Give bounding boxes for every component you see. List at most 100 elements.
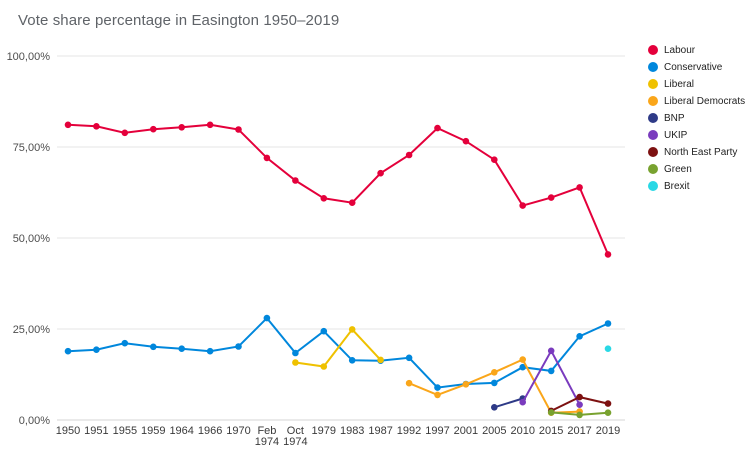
x-axis-label: 1964 [169,425,193,437]
data-point [576,411,583,419]
legend-label: Labour [664,44,696,56]
legend-swatch [648,113,658,123]
data-point [292,359,299,366]
data-point [462,381,470,388]
x-axis-label: 1970 [226,425,250,437]
data-point [178,345,185,353]
series-line [295,327,382,368]
legend-label: BNP [664,112,685,124]
legend-item-labour: Labour [648,44,745,56]
data-point [206,347,214,355]
series-line [67,123,609,255]
chart-title: Vote share percentage in Easington 1950–… [18,12,340,29]
data-point [576,184,583,191]
data-point [491,369,498,376]
data-point [491,379,498,387]
x-axis-label: 2010 [510,425,534,437]
data-point [434,384,441,391]
x-axis-label: 2001 [454,425,478,437]
data-point [292,177,299,184]
legend-item-liberal-democrats: Liberal Democrats [648,95,745,107]
data-point [604,409,612,417]
y-axis-label: 100,00% [7,51,51,63]
x-axis-label: Oct 1974 [283,425,307,448]
series-line [67,316,609,389]
data-point [235,343,242,350]
data-point [93,346,100,354]
data-point [320,363,328,370]
x-axis-label: 1979 [312,425,336,437]
data-point [64,347,72,355]
legend-swatch [648,96,658,106]
data-point [604,400,612,407]
x-axis-label: 2005 [482,425,506,437]
legend-item-ukip: UKIP [648,129,745,141]
data-point [604,320,612,327]
data-point [64,121,72,129]
x-axis-label: 1950 [56,425,80,437]
data-point [377,169,384,177]
series-liberal [292,326,384,370]
x-axis-label: 1992 [397,425,421,437]
x-axis-label: 1983 [340,425,364,437]
data-point [320,195,328,202]
data-point [604,251,612,258]
y-axis-label: 0,00% [19,415,50,427]
data-point [150,125,157,133]
legend-label: Green [664,163,692,175]
x-axis-label: Feb 1974 [255,425,279,448]
data-point [547,194,555,201]
data-point [348,326,356,333]
data-point [235,126,242,133]
data-point [121,339,129,347]
y-axis-label: 50,00% [13,233,51,245]
legend-swatch [648,164,658,174]
series-labour [64,121,612,258]
data-point [405,379,413,387]
legend-item-green: Green [648,163,745,175]
legend-item-bnp: BNP [648,112,745,124]
series-ukip [519,347,583,409]
data-point [491,156,498,163]
data-point [547,409,555,416]
x-axis-label: 1987 [368,425,392,437]
data-point [377,356,384,364]
legend-label: Brexit [664,180,690,192]
data-point [405,354,413,362]
data-point [206,121,214,129]
data-point [121,129,129,137]
legend-label: Liberal [664,78,695,90]
data-point [462,137,470,145]
data-point [519,398,526,406]
legend-swatch [648,45,658,55]
x-axis-label: 2017 [567,425,591,437]
legend-label: UKIP [664,129,688,141]
data-point [576,393,583,401]
legend-label: North East Party [664,146,738,158]
legend-item-conservative: Conservative [648,61,745,73]
x-axis-label: 2019 [596,425,620,437]
legend-item-liberal: Liberal [648,78,745,90]
legend-swatch [648,147,658,157]
x-axis-label: 2015 [539,425,563,437]
x-axis-label: 1955 [113,425,137,437]
data-point [93,123,100,130]
data-point [348,199,356,206]
data-point [576,333,583,340]
data-point [576,401,583,409]
data-point [405,151,413,159]
data-point [178,124,185,131]
data-point [292,349,299,357]
legend-item-north-east-party: North East Party [648,146,745,158]
series-green [547,409,612,419]
data-point [434,391,441,399]
x-axis-label: 1966 [198,425,222,437]
data-point [519,356,526,363]
data-point [348,357,356,364]
legend-swatch [648,130,658,140]
data-point [434,124,441,132]
data-point [604,345,612,353]
legend-swatch [648,181,658,191]
